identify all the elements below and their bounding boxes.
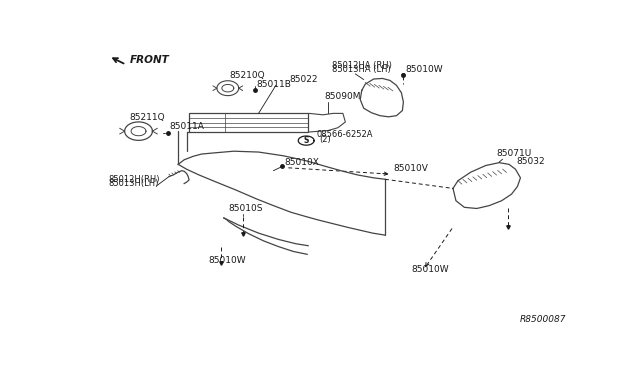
- Text: 85010W: 85010W: [208, 256, 246, 265]
- Text: 85022: 85022: [289, 75, 318, 84]
- Text: 85012HA (RH): 85012HA (RH): [332, 61, 392, 70]
- Text: S: S: [303, 136, 309, 145]
- Text: 08566-6252A: 08566-6252A: [316, 130, 372, 139]
- Text: 85211Q: 85211Q: [129, 113, 165, 122]
- Text: (2): (2): [319, 135, 331, 144]
- Text: 85010X: 85010X: [284, 158, 319, 167]
- Text: 85012H(RH): 85012H(RH): [109, 174, 160, 183]
- Text: 85010S: 85010S: [229, 204, 263, 213]
- Text: 85010W: 85010W: [406, 65, 444, 74]
- Text: 85210Q: 85210Q: [230, 71, 266, 80]
- Text: 85010V: 85010V: [394, 164, 428, 173]
- Text: 85090M: 85090M: [324, 92, 360, 101]
- Text: 85071U: 85071U: [497, 149, 532, 158]
- Text: 85013H(LH): 85013H(LH): [109, 179, 159, 189]
- Text: FRONT: FRONT: [129, 55, 170, 65]
- Text: 85032: 85032: [516, 157, 545, 166]
- Text: 85013HA (LH): 85013HA (LH): [332, 65, 390, 74]
- Text: 85011B: 85011B: [256, 80, 291, 89]
- Text: R8500087: R8500087: [520, 315, 566, 324]
- Text: 85011A: 85011A: [170, 122, 205, 131]
- Text: 85010W: 85010W: [412, 265, 449, 275]
- Bar: [189, 113, 308, 132]
